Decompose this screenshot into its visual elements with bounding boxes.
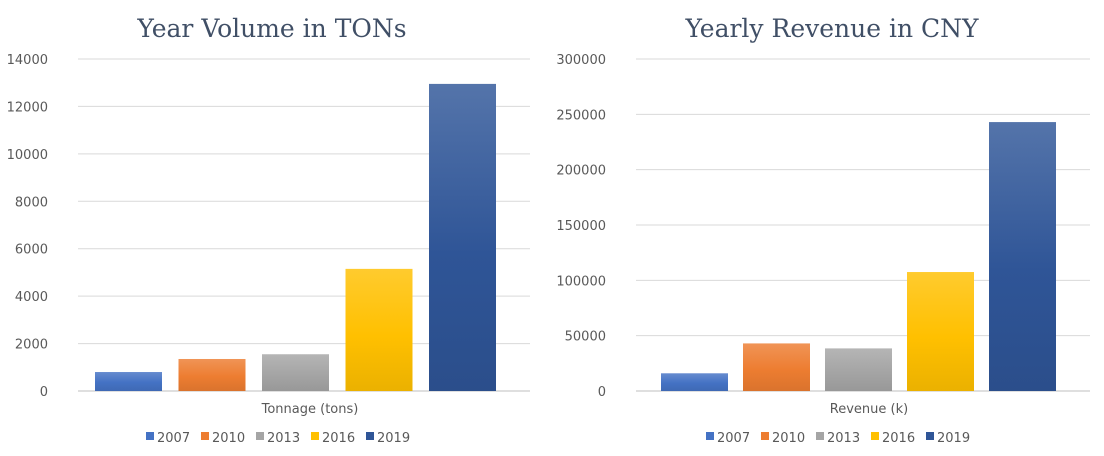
bar-2007 <box>95 372 162 391</box>
legend-swatch-2013 <box>256 432 264 440</box>
y-tick-label: 300000 <box>556 53 606 68</box>
x-axis-label: Revenue (k) <box>830 402 908 417</box>
legend-label-2007: 2007 <box>717 431 750 446</box>
y-tick-label: 0 <box>598 385 606 400</box>
legend-swatch-2007 <box>146 432 154 440</box>
revenue-chart-panel: Yearly Revenue in CNY 0 50000 100000 150000 2… <box>556 0 1104 456</box>
legend-label-2016: 2016 <box>322 431 355 446</box>
bar-2013 <box>825 348 892 391</box>
y-tick-label: 12000 <box>7 100 48 115</box>
legend-swatch-2010 <box>201 432 209 440</box>
volume-chart: Year Volume in TONs 0 2000 4000 6000 8000 1000… <box>7 14 530 446</box>
bar-2019 <box>429 83 496 392</box>
revenue-chart: Yearly Revenue in CNY 0 50000 100000 150000 2… <box>556 14 1090 446</box>
volume-chart-panel: Year Volume in TONs 0 2000 4000 6000 8000 1000… <box>0 0 548 456</box>
y-tick-label: 10000 <box>7 148 48 163</box>
y-tick-label: 2000 <box>15 338 48 353</box>
legend-label-2010: 2010 <box>212 431 245 446</box>
bar-2016 <box>907 272 974 391</box>
chart-title: Yearly Revenue in CNY <box>684 14 979 43</box>
chart-title: Year Volume in TONs <box>136 14 406 43</box>
legend-label-2016: 2016 <box>882 431 915 446</box>
legend-label-2010: 2010 <box>772 431 805 446</box>
legend-label-2019: 2019 <box>937 431 970 446</box>
legend-swatch-2016 <box>871 432 879 440</box>
y-tick-label: 6000 <box>15 243 48 258</box>
bar-2010 <box>743 343 810 391</box>
y-tick-label: 0 <box>40 385 48 400</box>
legend-swatch-2007 <box>706 432 714 440</box>
legend-label-2013: 2013 <box>827 431 860 446</box>
y-tick-label: 4000 <box>15 290 48 305</box>
bar-2010 <box>178 358 246 391</box>
y-tick-label: 250000 <box>556 108 606 123</box>
y-tick-label: 50000 <box>565 330 606 345</box>
bar-2016 <box>345 268 413 391</box>
y-tick-label: 14000 <box>7 53 48 68</box>
x-axis-label: Tonnage (tons) <box>261 402 359 417</box>
legend-swatch-2019 <box>926 432 934 440</box>
bar-2013 <box>262 354 329 391</box>
legend-label-2019: 2019 <box>377 431 410 446</box>
y-tick-label: 200000 <box>556 164 606 179</box>
bar-2007 <box>661 373 728 391</box>
bar-2019 <box>989 122 1056 391</box>
y-tick-label: 8000 <box>15 195 48 210</box>
legend-swatch-2010 <box>761 432 769 440</box>
legend-label-2013: 2013 <box>267 431 300 446</box>
y-tick-label: 150000 <box>556 219 606 234</box>
legend-swatch-2019 <box>366 432 374 440</box>
y-tick-label: 100000 <box>556 274 606 289</box>
legend-swatch-2016 <box>311 432 319 440</box>
legend-swatch-2013 <box>816 432 824 440</box>
legend-label-2007: 2007 <box>157 431 190 446</box>
